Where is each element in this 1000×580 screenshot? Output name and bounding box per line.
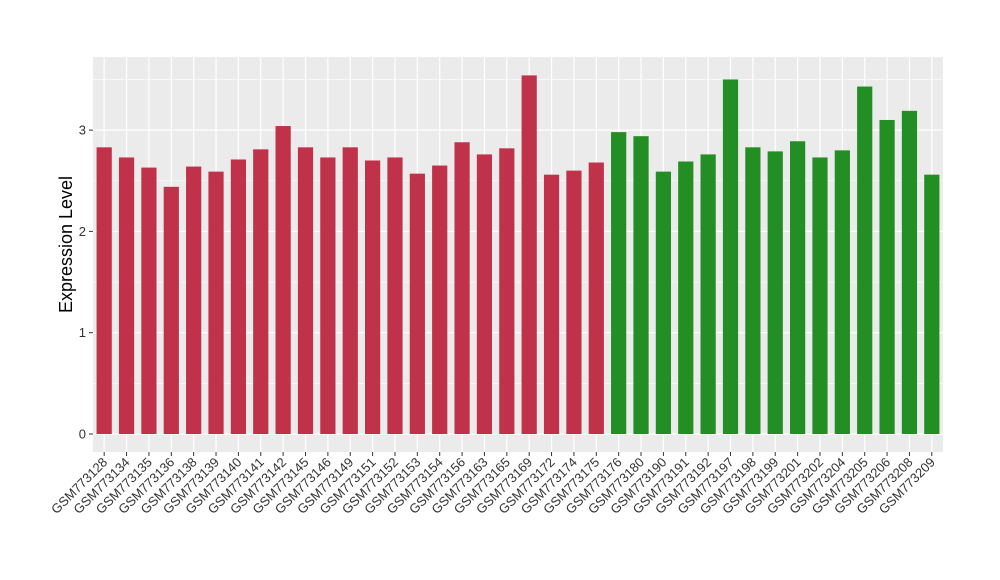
- bar: [141, 167, 157, 434]
- bar: [342, 147, 358, 435]
- bar: [365, 160, 381, 435]
- bar: [253, 149, 269, 435]
- bar: [230, 159, 246, 435]
- bar: [722, 79, 739, 434]
- bar: [387, 157, 403, 435]
- bar: [163, 186, 179, 434]
- bars: [96, 75, 940, 435]
- bar: [655, 171, 671, 434]
- bar: [700, 154, 716, 435]
- bar: [633, 136, 649, 435]
- bar: [432, 165, 448, 434]
- bar: [566, 170, 582, 434]
- bar: [499, 148, 515, 435]
- bar: [678, 161, 694, 435]
- y-tick-label: 0: [79, 427, 86, 442]
- bar: [186, 166, 202, 434]
- bar: [812, 157, 828, 435]
- bar: [275, 126, 291, 434]
- bar: [409, 173, 425, 434]
- bar: [521, 75, 537, 434]
- y-tick-label: 3: [79, 123, 86, 138]
- bar: [320, 157, 336, 435]
- bar: [588, 162, 604, 435]
- bar: [118, 157, 135, 435]
- bar: [96, 147, 112, 435]
- y-tick-label: 2: [79, 224, 86, 239]
- x-axis: GSM773128GSM773134GSM773135GSM773136GSM7…: [48, 452, 938, 517]
- bar: [208, 171, 224, 434]
- bar: [790, 141, 806, 435]
- bar: [834, 150, 850, 435]
- y-tick-label: 1: [79, 325, 86, 340]
- bar: [901, 110, 918, 434]
- bar: [745, 147, 761, 435]
- bar: [611, 132, 627, 434]
- bar: [297, 147, 314, 435]
- bar: [924, 174, 940, 434]
- bar: [857, 86, 873, 434]
- bar: [767, 151, 783, 435]
- bar: [454, 142, 470, 435]
- bar: [879, 119, 895, 434]
- y-axis: 0 1 2 3: [79, 123, 93, 442]
- y-axis-title: Expression Level: [56, 176, 76, 313]
- bar: [476, 154, 493, 435]
- bar: [543, 174, 560, 434]
